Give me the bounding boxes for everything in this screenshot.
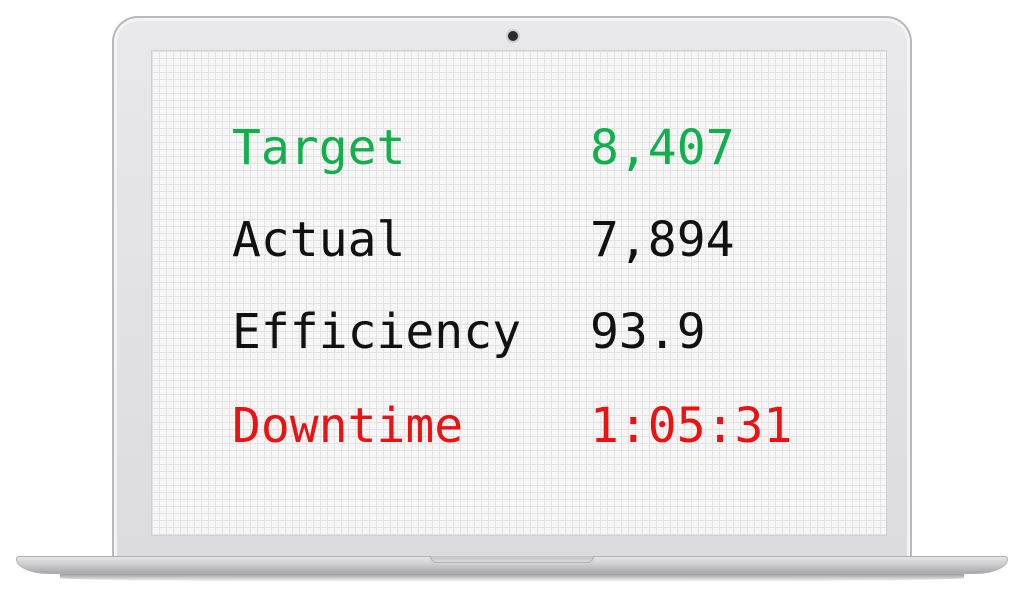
- metric-value-efficiency: 93.9: [590, 304, 706, 360]
- metric-value-target: 8,407: [590, 120, 735, 176]
- metric-value-downtime: 1:05:31: [590, 398, 793, 454]
- metric-label-efficiency: Efficiency: [232, 304, 521, 360]
- metric-value-actual: 7,894: [590, 212, 735, 268]
- laptop-base-shadow: [60, 574, 964, 582]
- metric-label-downtime: Downtime: [232, 398, 464, 454]
- metric-label-actual: Actual: [232, 212, 406, 268]
- metric-label-target: Target: [232, 120, 406, 176]
- metric-row-downtime: Downtime 1:05:31: [232, 396, 852, 456]
- metric-row-efficiency: Efficiency 93.9: [232, 302, 852, 362]
- laptop-screen: [151, 50, 887, 536]
- metric-row-target: Target 8,407: [232, 118, 852, 178]
- webcam-icon: [508, 31, 518, 41]
- laptop-opening-notch: [430, 556, 594, 563]
- metric-row-actual: Actual 7,894: [232, 210, 852, 270]
